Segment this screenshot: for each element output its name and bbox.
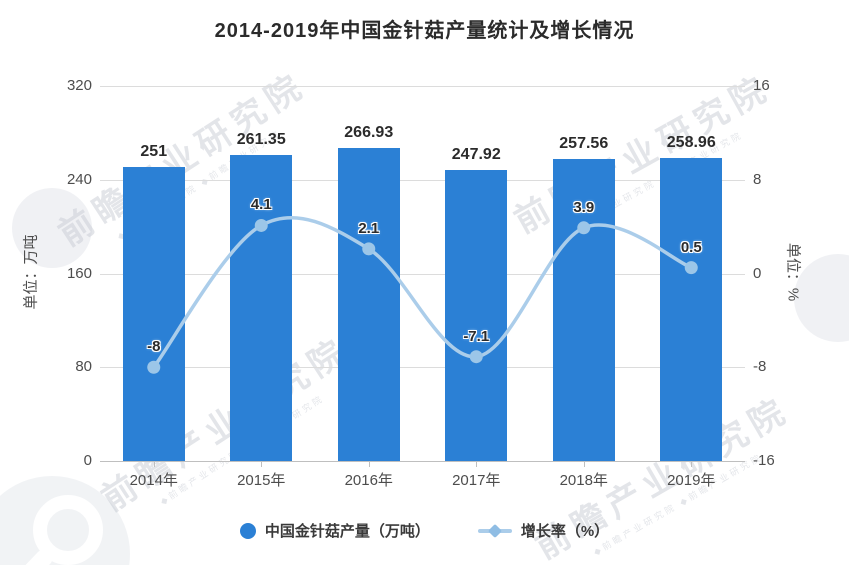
- bar: [122, 166, 185, 461]
- legend: 中国金针菇产量（万吨） 增长率（%）: [0, 520, 849, 541]
- line-legend-marker-icon: [477, 523, 512, 539]
- bar-value-label: 266.93: [344, 124, 394, 142]
- gridline: [100, 179, 745, 181]
- bar-value-label: 247.92: [451, 146, 501, 164]
- growth-line: [147, 215, 698, 374]
- line-point-marker: [469, 350, 483, 364]
- chart-title: 2014-2019年中国金针菇产量统计及增长情况: [214, 20, 635, 42]
- x-axis-label: 2016年: [344, 472, 393, 489]
- bar: [660, 157, 723, 461]
- left-axis-tick-label: 0: [83, 452, 92, 469]
- x-axis-label: 2019年: [667, 472, 716, 489]
- line-value-label: -8: [147, 338, 161, 356]
- left-axis-tick-label: 320: [66, 77, 92, 94]
- x-axis-label: 2015年: [237, 472, 286, 489]
- growth-line-path: [152, 215, 693, 369]
- x-axis-label: 2014年: [129, 472, 178, 489]
- gridline: [100, 86, 745, 87]
- bar: [445, 170, 508, 461]
- bar: [552, 159, 615, 461]
- right-axis-tick-label: -16: [753, 452, 775, 469]
- x-axis-tick: [476, 461, 478, 467]
- legend-item: 中国金针菇产量（万吨）: [239, 520, 430, 541]
- x-axis-label: 2018年: [559, 472, 608, 489]
- line-value-label: 0.5: [680, 238, 702, 256]
- bar-value-label: 251: [140, 142, 168, 160]
- x-axis-tick: [583, 461, 585, 467]
- x-axis-line: [100, 461, 745, 462]
- line-point-marker: [147, 360, 161, 374]
- left-axis-title: 单位：万吨: [22, 234, 40, 310]
- bar-legend-marker-icon: [239, 522, 256, 539]
- line-value-label: -7.1: [463, 327, 490, 345]
- bar-value-label: 261.35: [236, 130, 286, 148]
- line-point-marker: [254, 218, 268, 232]
- x-axis-tick: [368, 461, 370, 467]
- line-value-label: 3.9: [573, 198, 595, 216]
- left-axis-tick-label: 160: [66, 264, 92, 282]
- left-axis-tick-label: 80: [75, 358, 92, 376]
- plot-area: 251 261.35 266.93 247.92 257.56 258.96 -8 4.1 2.…: [100, 86, 745, 462]
- line-point-marker: [577, 221, 591, 235]
- right-axis-tick-label: 8: [753, 170, 762, 188]
- bar-value-label: 258.96: [666, 133, 716, 151]
- legend-label: 增长率（%）: [520, 523, 610, 540]
- x-axis-tick: [261, 461, 263, 467]
- x-axis-label: 2017年: [452, 472, 501, 489]
- right-axis-tick-label: 16: [753, 77, 770, 94]
- line-point-marker: [684, 261, 698, 275]
- line-point-marker: [362, 242, 376, 256]
- legend-item: 增长率（%）: [477, 520, 610, 541]
- x-axis-tick: [153, 461, 155, 467]
- line-legend-diamond: [487, 523, 502, 538]
- bar: [337, 148, 400, 461]
- bar-value-label: 257.56: [559, 135, 609, 153]
- gridline: [100, 273, 745, 275]
- gridline: [100, 367, 745, 369]
- line-value-label: 2.1: [358, 219, 380, 237]
- bar: [230, 154, 293, 461]
- left-axis-tick-label: 240: [66, 170, 92, 188]
- right-axis-tick-label: -8: [753, 358, 767, 376]
- x-axis-tick: [691, 461, 693, 467]
- legend-label: 中国金针菇产量（万吨）: [264, 523, 430, 540]
- line-value-label: 4.1: [250, 196, 272, 214]
- right-axis-tick-label: 0: [753, 264, 762, 282]
